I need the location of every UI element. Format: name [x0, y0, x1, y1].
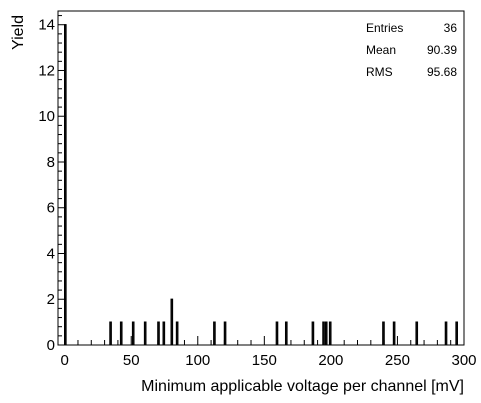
- histogram-bar: [382, 321, 385, 345]
- stats-value: 36: [444, 21, 458, 35]
- histogram-bar: [392, 321, 396, 345]
- stats-label: RMS: [366, 65, 393, 79]
- x-tick-label: 250: [385, 352, 410, 369]
- plot-frame: [57, 10, 465, 346]
- x-tick-label: 300: [451, 352, 476, 369]
- histogram-bar: [119, 321, 123, 345]
- y-axis: 0 2 4 6 8 10 12 14: [38, 15, 66, 354]
- y-tick-label: 6: [47, 200, 55, 217]
- histogram-bar: [444, 321, 448, 345]
- histogram-bar: [162, 321, 166, 345]
- histogram-bar: [311, 321, 315, 345]
- histogram-bar: [455, 321, 458, 345]
- stats-label: Mean: [366, 43, 396, 57]
- histogram-bar: [175, 321, 179, 345]
- histogram-bar: [131, 321, 135, 345]
- histogram-bar: [109, 321, 112, 345]
- x-tick-label: 100: [185, 352, 210, 369]
- histogram-bars: [64, 24, 458, 345]
- y-tick-label: 10: [38, 108, 55, 125]
- x-axis-title: Minimum applicable voltage per channel […: [141, 378, 464, 395]
- histogram-bar: [157, 321, 160, 345]
- histogram-bar: [143, 321, 147, 345]
- y-tick-label: 12: [38, 62, 55, 79]
- histogram-bar: [170, 298, 174, 345]
- stats-value: 95.68: [427, 65, 457, 79]
- histogram-bar: [284, 321, 288, 345]
- x-tick-label: 50: [123, 352, 140, 369]
- stats-label: Entries: [366, 21, 403, 35]
- histogram-bar: [415, 321, 419, 345]
- histogram-bar: [223, 321, 227, 345]
- stats-value: 90.39: [427, 43, 457, 57]
- y-tick-label: 8: [47, 154, 55, 171]
- histogram-bar: [324, 321, 328, 345]
- histogram-bar: [213, 321, 216, 345]
- x-tick-label: 150: [252, 352, 277, 369]
- x-tick-label: 0: [60, 352, 68, 369]
- histogram-bar: [64, 24, 67, 345]
- y-axis-title: Yield: [10, 15, 27, 50]
- histogram-bar: [275, 321, 279, 345]
- stats-box: Entries 36 Mean 90.39 RMS 95.68: [366, 21, 457, 79]
- y-tick-label: 0: [47, 337, 55, 354]
- x-axis: 0 50 100 150 200 250 300: [60, 336, 477, 369]
- histogram-bar: [328, 321, 332, 345]
- histogram-bar: [322, 321, 325, 345]
- y-tick-label: 14: [38, 17, 55, 34]
- x-tick-label: 200: [318, 352, 343, 369]
- y-tick-label: 4: [47, 245, 55, 262]
- y-tick-label: 2: [47, 291, 55, 308]
